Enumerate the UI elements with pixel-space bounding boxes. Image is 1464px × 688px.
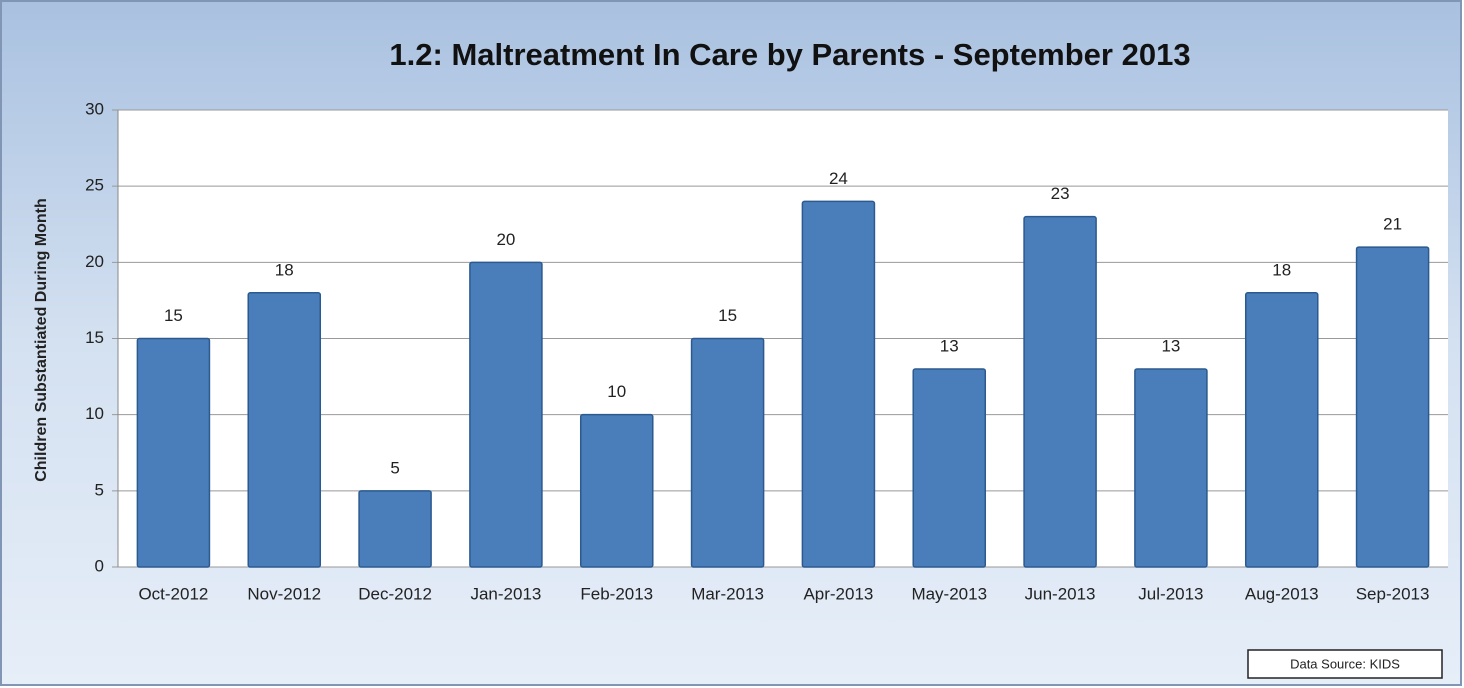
y-axis-label: Children Substantiated During Month bbox=[33, 198, 50, 482]
chart-title: 1.2: Maltreatment In Care by Parents - S… bbox=[389, 37, 1190, 72]
data-label: 18 bbox=[1272, 260, 1291, 279]
data-label: 13 bbox=[940, 336, 959, 355]
data-label: 23 bbox=[1051, 184, 1070, 203]
bar bbox=[690, 337, 765, 568]
y-tick-label: 25 bbox=[85, 176, 104, 195]
y-tick-label: 0 bbox=[95, 556, 104, 575]
y-tick-label: 30 bbox=[85, 99, 104, 118]
data-label: 5 bbox=[390, 458, 399, 477]
data-label: 24 bbox=[829, 169, 848, 188]
bar bbox=[1244, 292, 1319, 568]
data-label: 10 bbox=[607, 382, 626, 401]
data-label: 13 bbox=[1161, 336, 1180, 355]
y-tick-label: 10 bbox=[85, 404, 104, 423]
x-tick-label: Apr-2013 bbox=[803, 584, 873, 603]
x-tick-label: Jun-2013 bbox=[1025, 584, 1096, 603]
bar bbox=[1023, 215, 1097, 568]
bar bbox=[912, 368, 987, 568]
bar bbox=[136, 337, 211, 568]
x-tick-label: Sep-2013 bbox=[1356, 584, 1430, 603]
data-label: 15 bbox=[164, 306, 183, 325]
annotation-box bbox=[1247, 649, 1443, 679]
x-tick-label: Aug-2013 bbox=[1245, 584, 1319, 603]
annotation: Data Source: KIDS bbox=[1290, 656, 1400, 671]
y-tick-label: 15 bbox=[85, 328, 104, 347]
bar bbox=[247, 292, 322, 568]
bar bbox=[1355, 246, 1430, 568]
bar bbox=[469, 261, 543, 568]
y-tick-label: 20 bbox=[85, 252, 104, 271]
data-label: 20 bbox=[496, 230, 515, 249]
data-label: 21 bbox=[1383, 215, 1402, 234]
bar bbox=[579, 413, 654, 568]
x-tick-label: Dec-2012 bbox=[358, 584, 432, 603]
x-tick-label: Feb-2013 bbox=[580, 584, 653, 603]
bar bbox=[801, 200, 876, 568]
x-tick-label: Jan-2013 bbox=[470, 584, 541, 603]
x-tick-label: Nov-2012 bbox=[247, 584, 321, 603]
x-tick-label: May-2013 bbox=[911, 584, 987, 603]
bar bbox=[1134, 368, 1208, 568]
y-tick-label: 5 bbox=[95, 480, 104, 499]
x-tick-label: Jul-2013 bbox=[1138, 584, 1203, 603]
x-tick-label: Oct-2012 bbox=[138, 584, 208, 603]
bar bbox=[358, 490, 432, 568]
data-label: 18 bbox=[275, 260, 294, 279]
data-label: 15 bbox=[718, 306, 737, 325]
x-tick-label: Mar-2013 bbox=[691, 584, 764, 603]
